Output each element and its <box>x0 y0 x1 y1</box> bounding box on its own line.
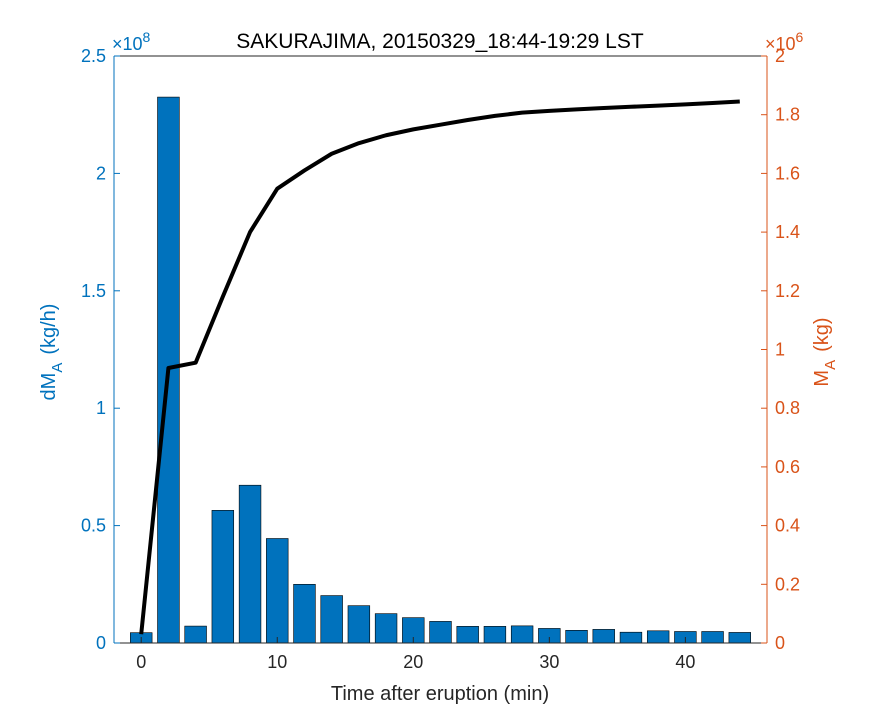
left-tick-label-3: 1.5 <box>81 281 106 301</box>
bar-13 <box>483 626 507 644</box>
right-axis-multiplier: ×106 <box>765 29 804 54</box>
bar-12 <box>456 626 479 644</box>
bar-8 <box>347 605 371 644</box>
x-tick-label-0: 0 <box>136 652 146 672</box>
left-tick-label-2: 1 <box>96 398 106 418</box>
bar-21 <box>701 631 724 644</box>
right-tick-label-6: 1.2 <box>775 281 800 301</box>
right-tick-label-2: 0.4 <box>775 516 800 536</box>
left-multiplier-base: ×10 <box>112 34 143 54</box>
bar-4 <box>238 484 262 644</box>
bar-2 <box>184 625 207 644</box>
right-tick-label-3: 0.6 <box>775 457 800 477</box>
bar-series <box>130 96 751 644</box>
bar-19 <box>646 630 670 644</box>
x-tick-label-3: 30 <box>539 652 559 672</box>
right-tick-label-5: 1 <box>775 340 785 360</box>
left-axis-multiplier: ×108 <box>112 29 151 54</box>
right-multiplier-exp: 6 <box>796 29 804 45</box>
left-axis-label-units: (kg/h) <box>38 304 60 355</box>
right-tick-label-1: 0.2 <box>775 574 800 594</box>
left-multiplier-exp: 8 <box>143 29 151 45</box>
right-tick-label-0: 0 <box>775 633 785 653</box>
left-axis-label-sub: A <box>49 363 66 373</box>
left-tick-label-0: 0 <box>96 633 106 653</box>
x-axis-label: Time after eruption (min) <box>331 683 549 705</box>
left-tick-label-5: 2.5 <box>81 46 106 66</box>
bar-5 <box>266 538 289 644</box>
bar-18 <box>619 631 643 644</box>
right-tick-label-9: 1.8 <box>775 105 800 125</box>
right-tick-label-4: 0.8 <box>775 398 800 418</box>
right-axis-label: MA (kg) <box>811 317 839 386</box>
bar-22 <box>728 632 751 644</box>
bar-17 <box>592 629 615 644</box>
left-tick-label-4: 2 <box>96 163 106 183</box>
x-axis-ticks: 0 10 20 30 40 <box>136 637 695 672</box>
right-tick-label-10: 2 <box>775 46 785 66</box>
left-axis-label: dMA (kg/h) <box>38 304 66 401</box>
right-axis-label-main: M <box>811 370 833 387</box>
x-tick-label-4: 40 <box>675 652 695 672</box>
bar-14 <box>510 625 534 644</box>
right-multiplier-base: ×10 <box>765 34 796 54</box>
bar-3 <box>211 510 235 644</box>
bar-16 <box>565 630 588 644</box>
left-axis-label-main: dM <box>38 373 60 401</box>
x-tick-label-2: 20 <box>403 652 423 672</box>
right-axis-label-units: (kg) <box>811 317 833 351</box>
left-axis-ticks: 0 0.5 1 1.5 2 2.5 <box>81 46 120 653</box>
bar-7 <box>320 595 343 644</box>
right-axis-ticks: 0 0.2 0.4 0.6 0.8 1 1.2 1.4 1.6 1.8 2 <box>761 46 800 653</box>
left-tick-label-1: 0.5 <box>81 516 106 536</box>
right-tick-label-7: 1.4 <box>775 222 800 242</box>
x-tick-label-1: 10 <box>267 652 287 672</box>
bar-6 <box>293 583 316 644</box>
bar-11 <box>429 621 452 644</box>
cumulative-mass-line <box>139 99 740 635</box>
right-tick-label-8: 1.6 <box>775 163 800 183</box>
bar-9 <box>374 613 398 644</box>
chart-title: SAKURAJIMA, 20150329_18:44-19:29 LST <box>236 30 644 53</box>
right-axis-label-sub: A <box>822 360 839 370</box>
